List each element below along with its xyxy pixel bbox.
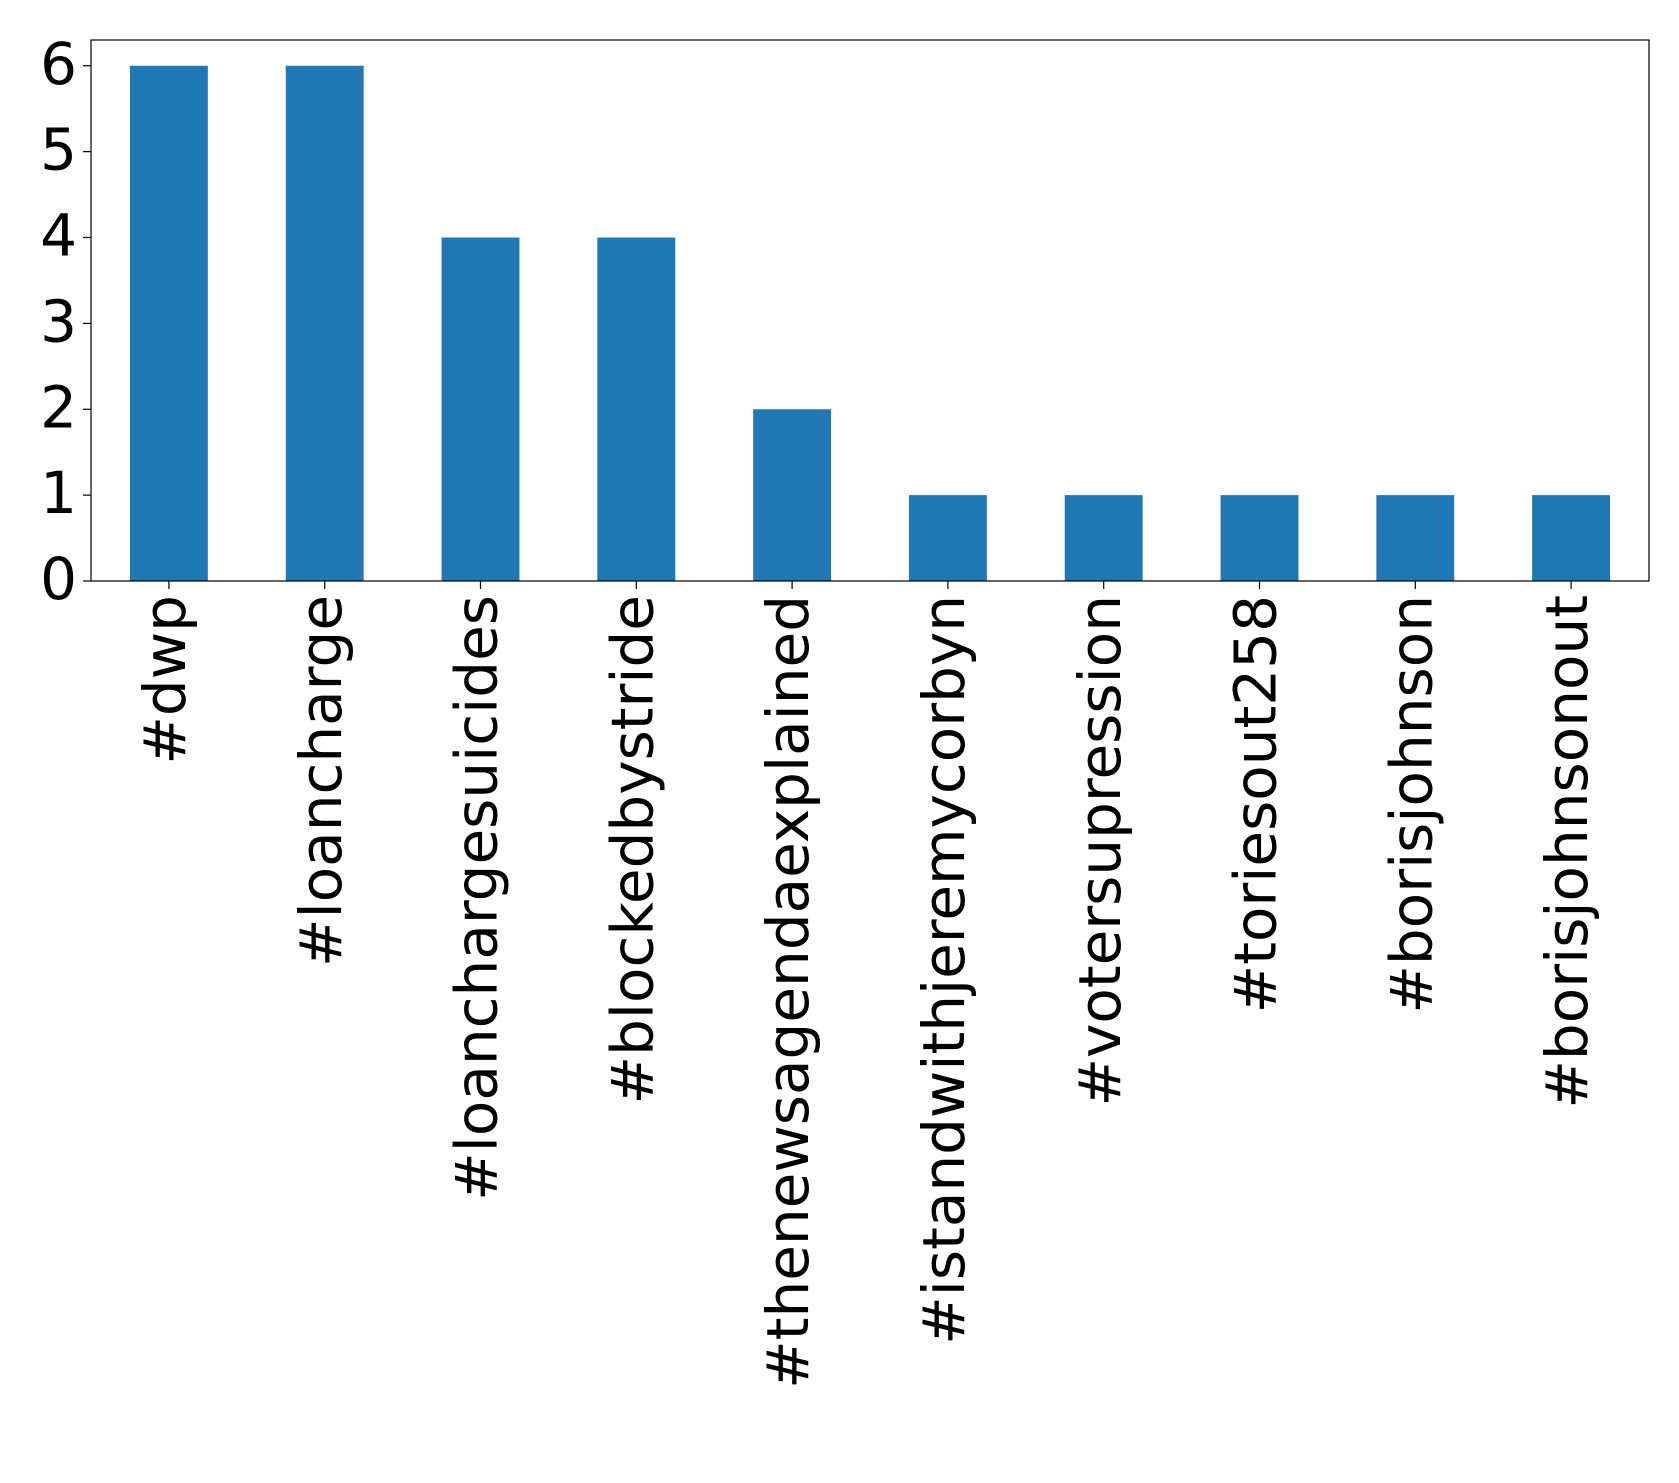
bar xyxy=(753,409,832,581)
y-tick-label: 1 xyxy=(40,459,77,527)
x-tick-label: #thenewsagendaexplained xyxy=(754,595,822,1389)
x-tick-label: #borisjohnsonout xyxy=(1533,595,1601,1109)
x-tick-label: #dwp xyxy=(131,595,199,765)
y-tick-label: 4 xyxy=(40,202,77,270)
bar xyxy=(1376,495,1455,581)
bar xyxy=(1220,495,1299,581)
y-tick-label: 5 xyxy=(40,116,77,184)
bar xyxy=(908,495,987,581)
x-tick-label: #istandwithjeremycorbyn xyxy=(910,595,978,1345)
x-tick-label: #votersupression xyxy=(1066,595,1134,1107)
plot-frame xyxy=(90,39,1650,582)
y-tick-label: 2 xyxy=(40,373,77,441)
x-tick-label: #loanchargesuicides xyxy=(443,595,511,1201)
x-tick-label: #blockedbystride xyxy=(598,595,666,1104)
y-tick-label: 3 xyxy=(40,287,77,355)
bar xyxy=(441,237,520,581)
bar xyxy=(129,65,208,581)
bar xyxy=(1064,495,1143,581)
x-tick-label: #borisjohnson xyxy=(1377,595,1445,1014)
y-tick-label: 6 xyxy=(40,30,77,98)
bar xyxy=(285,65,364,581)
x-tick-label: #toriesout258 xyxy=(1222,595,1290,1013)
bar xyxy=(1532,495,1611,581)
bar xyxy=(597,237,676,581)
x-tick-label: #loancharge xyxy=(287,595,355,967)
y-tick-label: 0 xyxy=(40,545,77,613)
